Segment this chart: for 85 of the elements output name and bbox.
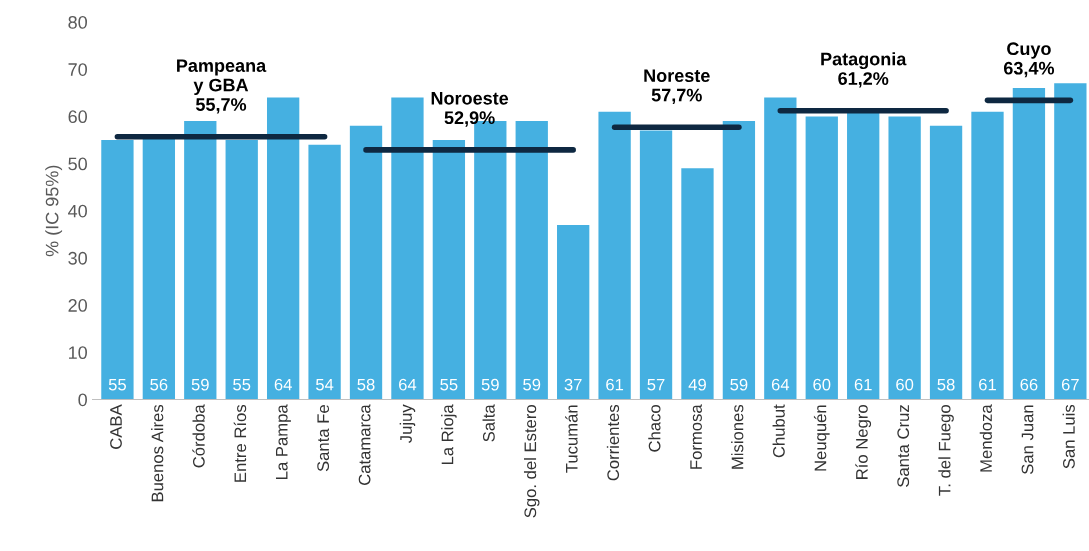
bar <box>1012 88 1046 400</box>
data-label: 55 <box>108 378 126 391</box>
bar <box>847 111 880 400</box>
bar <box>515 121 548 400</box>
x-tick-label: Sgo. del Estero <box>523 405 540 518</box>
bar <box>1054 83 1087 400</box>
data-label: 67 <box>1061 378 1079 391</box>
data-label: 37 <box>564 378 582 391</box>
x-tick-label: La Pampa <box>276 404 291 479</box>
x-tick-label: Buenos Aires <box>151 404 164 502</box>
x-tick-label: Neuquén <box>813 405 830 471</box>
x-tick-label: Formosa <box>690 404 702 469</box>
x-tick-label: La Rioja <box>441 404 457 465</box>
y-tick-label: 50 <box>68 157 87 171</box>
y-tick-label: 60 <box>68 110 87 124</box>
x-tick-label: CABA <box>110 404 122 449</box>
x-tick-label: Catamarca <box>358 404 371 485</box>
data-label: 59 <box>481 378 499 391</box>
bar <box>929 125 963 400</box>
x-tick-label: Entre Ríos <box>233 404 247 482</box>
data-label: 61 <box>979 378 996 391</box>
x-tick-label: Río Negro <box>855 405 872 479</box>
y-tick-label: 70 <box>68 63 87 76</box>
data-label: 60 <box>896 378 914 391</box>
data-label: 55 <box>440 378 458 391</box>
bar <box>971 111 1004 400</box>
y-tick-label: 20 <box>68 299 87 312</box>
data-label: 66 <box>1020 378 1038 391</box>
data-label: 54 <box>315 378 334 391</box>
data-label: 55 <box>233 378 251 391</box>
data-label: 49 <box>688 378 706 391</box>
x-tick-label: San Luis <box>1062 404 1075 469</box>
data-label: 59 <box>730 378 748 391</box>
data-label: 59 <box>523 378 541 391</box>
y-tick-label: 80 <box>68 15 87 29</box>
data-label: 58 <box>357 378 375 391</box>
data-label: 58 <box>937 378 955 391</box>
annotation: Noroeste 52,9% <box>431 92 509 127</box>
x-tick-label: Salta <box>482 404 495 442</box>
data-label: 60 <box>813 378 831 391</box>
y-tick-label: 30 <box>68 251 87 265</box>
x-tick-label: Mendoza <box>979 404 992 472</box>
data-label: 61 <box>606 378 624 391</box>
bar <box>308 144 341 400</box>
x-tick-label: Jujuy <box>399 404 416 443</box>
data-label: 59 <box>191 378 209 391</box>
x-tick-label: Chaco <box>648 405 661 452</box>
data-label: 64 <box>274 378 292 391</box>
bar <box>681 168 714 400</box>
x-tick-label: T. del Fuego <box>938 405 954 496</box>
bar <box>266 97 300 400</box>
bar <box>349 125 383 400</box>
data-label: 57 <box>647 378 665 391</box>
bar <box>101 139 134 400</box>
bar <box>722 121 756 400</box>
annotation: Cuyo 63,4% <box>1003 42 1055 78</box>
y-tick-label: 10 <box>69 346 87 360</box>
bar <box>888 116 921 400</box>
bar <box>391 97 424 400</box>
bar <box>557 224 590 400</box>
annotation: Pampeana y GBA 55,7% <box>177 59 267 114</box>
x-tick-label: Misiones <box>731 404 744 469</box>
x-tick-label: Córdoba <box>192 404 205 468</box>
x-tick-label: Chubut <box>772 404 785 458</box>
data-label: 64 <box>399 378 417 391</box>
annotation: Noreste 57,7% <box>644 69 710 105</box>
y-tick-label: 40 <box>68 204 87 218</box>
bar <box>432 139 466 400</box>
bar <box>805 116 838 400</box>
y-axis-title: % (IC 95%) <box>45 165 63 257</box>
x-tick-label: Santa Fe <box>317 405 330 472</box>
x-tick-label: Corrientes <box>606 404 620 481</box>
data-label: 64 <box>771 378 790 391</box>
annotation: Patagonia 61,2% <box>821 52 907 88</box>
bar <box>598 111 631 400</box>
x-tick-label: Tucumán <box>565 405 578 473</box>
y-tick-label: 0 <box>78 393 87 407</box>
bar <box>184 121 217 400</box>
bar <box>764 97 797 400</box>
data-label: 56 <box>150 378 168 391</box>
bar <box>639 130 673 400</box>
x-tick-label: San Juan <box>1021 405 1034 474</box>
bar <box>225 139 258 400</box>
x-tick-label: Santa Cruz <box>897 405 910 487</box>
data-label: 61 <box>854 378 872 391</box>
